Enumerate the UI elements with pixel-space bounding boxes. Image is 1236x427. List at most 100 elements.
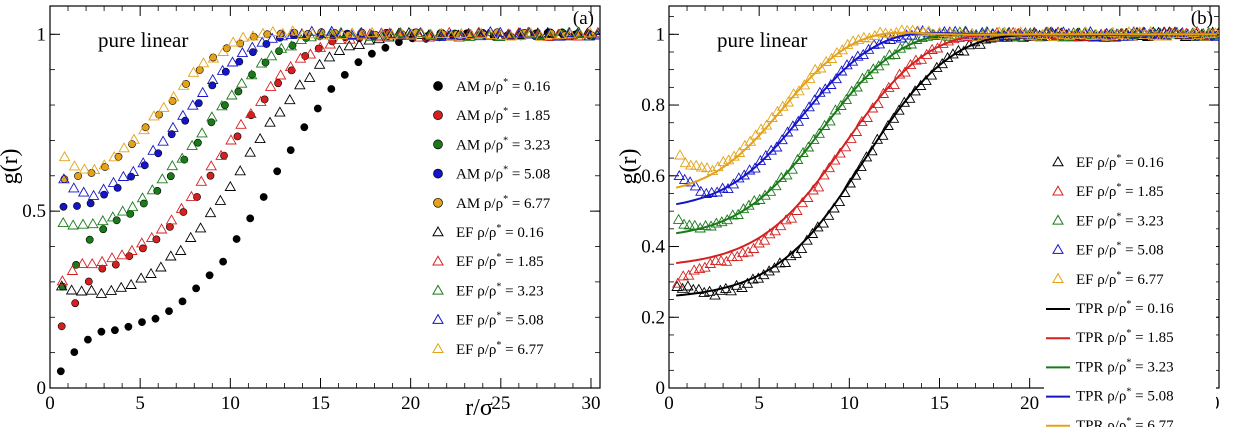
- legend-label-value: = 5.08: [1131, 389, 1173, 405]
- data-point: [403, 26, 415, 38]
- x-tick-label: 30: [581, 393, 600, 414]
- data-point: [117, 170, 130, 181]
- data-point: [363, 34, 375, 45]
- legend-label-value: = 0.16: [1131, 301, 1174, 317]
- data-point: [86, 257, 98, 269]
- data-point: [678, 218, 690, 229]
- data-point: [717, 155, 730, 167]
- data-point: [679, 157, 692, 168]
- x-tick-label: 20: [1020, 393, 1039, 414]
- legend-label-main: EF ρ/ρ: [1076, 272, 1116, 288]
- data-point: [340, 71, 349, 79]
- legend-label: TPR ρ/ρ* = 3.23: [1076, 357, 1174, 375]
- legend-label: EF ρ/ρ* = 3.23: [456, 281, 544, 299]
- data-point: [264, 80, 277, 91]
- data-point: [208, 81, 217, 90]
- legend-label-sup: *: [1126, 387, 1131, 398]
- data-point: [118, 142, 130, 153]
- x-tick-label: 0: [45, 393, 55, 414]
- data-point: [485, 28, 497, 39]
- legend-label-value: = 0.16: [501, 225, 544, 241]
- x-tick-label: 5: [754, 393, 764, 414]
- legend-marker: [433, 139, 443, 150]
- data-point: [177, 109, 189, 120]
- data-point: [584, 27, 597, 38]
- data-point: [197, 57, 210, 68]
- legend-label-sup: *: [496, 252, 501, 263]
- legend-label-sup: *: [503, 77, 508, 88]
- data-point: [204, 206, 217, 218]
- data-point: [857, 48, 869, 60]
- data-point: [465, 29, 477, 40]
- legend-box: [424, 75, 588, 371]
- data-point: [727, 178, 740, 189]
- x-tick-label: 15: [930, 393, 949, 414]
- data-point: [356, 29, 368, 40]
- data-point: [671, 280, 683, 291]
- data-point: [803, 101, 815, 112]
- data-point: [77, 186, 90, 197]
- data-point: [85, 235, 94, 244]
- legend-label-sup: *: [1126, 357, 1131, 368]
- data-point: [770, 180, 782, 191]
- data-point: [327, 85, 336, 93]
- legend-label-value: = 5.08: [501, 313, 543, 329]
- data-point: [806, 227, 819, 238]
- data-point: [725, 285, 737, 296]
- data-point: [106, 252, 118, 263]
- data-point: [76, 257, 89, 269]
- data-point: [840, 93, 853, 104]
- data-point: [682, 280, 694, 291]
- legend-label: AM ρ/ρ* = 5.08: [456, 165, 550, 183]
- data-point: [684, 176, 696, 187]
- legend-marker: [1052, 272, 1064, 284]
- data-point: [820, 55, 832, 66]
- data-point: [896, 24, 908, 35]
- data-point: [195, 175, 208, 186]
- data-point: [111, 326, 119, 335]
- data-point: [505, 30, 517, 41]
- legend-label-main: EF ρ/ρ: [456, 313, 496, 329]
- data-point: [893, 104, 905, 115]
- data-point: [515, 29, 527, 41]
- data-point: [825, 52, 838, 63]
- data-point: [812, 181, 825, 192]
- data-point: [791, 153, 804, 164]
- data-point: [165, 222, 174, 231]
- data-point: [155, 223, 168, 234]
- data-point: [67, 219, 79, 230]
- data-point: [813, 127, 825, 138]
- data-point: [98, 264, 107, 273]
- data-point: [878, 55, 890, 66]
- data-point: [474, 29, 487, 41]
- data-point: [365, 29, 378, 40]
- legend-label-main: EF ρ/ρ: [1076, 243, 1116, 259]
- legend-label-main: EF ρ/ρ: [1076, 213, 1116, 229]
- data-point: [107, 211, 119, 222]
- data-point: [193, 138, 202, 147]
- data-point: [674, 149, 686, 160]
- data-point: [1209, 27, 1219, 38]
- data-point: [185, 190, 198, 201]
- data-point: [463, 28, 475, 39]
- data-layer: [55, 25, 600, 376]
- legend-label-main: TPR ρ/ρ: [1076, 389, 1126, 405]
- data-point: [286, 28, 298, 40]
- data-point: [1042, 26, 1054, 37]
- data-point: [343, 40, 356, 51]
- data-point: [747, 242, 760, 253]
- data-point: [101, 163, 109, 171]
- legend-marker: [432, 342, 444, 354]
- data-point: [78, 163, 91, 174]
- data-point: [304, 48, 317, 59]
- legend-label-value: = 5.08: [1121, 243, 1163, 259]
- data-point: [157, 135, 169, 146]
- data-point: [215, 149, 227, 160]
- data-point: [84, 335, 92, 344]
- data-point: [672, 213, 685, 224]
- data-point: [1107, 26, 1119, 37]
- data-point: [216, 100, 228, 111]
- y-tick-label: 1: [37, 24, 47, 45]
- data-point: [828, 154, 841, 165]
